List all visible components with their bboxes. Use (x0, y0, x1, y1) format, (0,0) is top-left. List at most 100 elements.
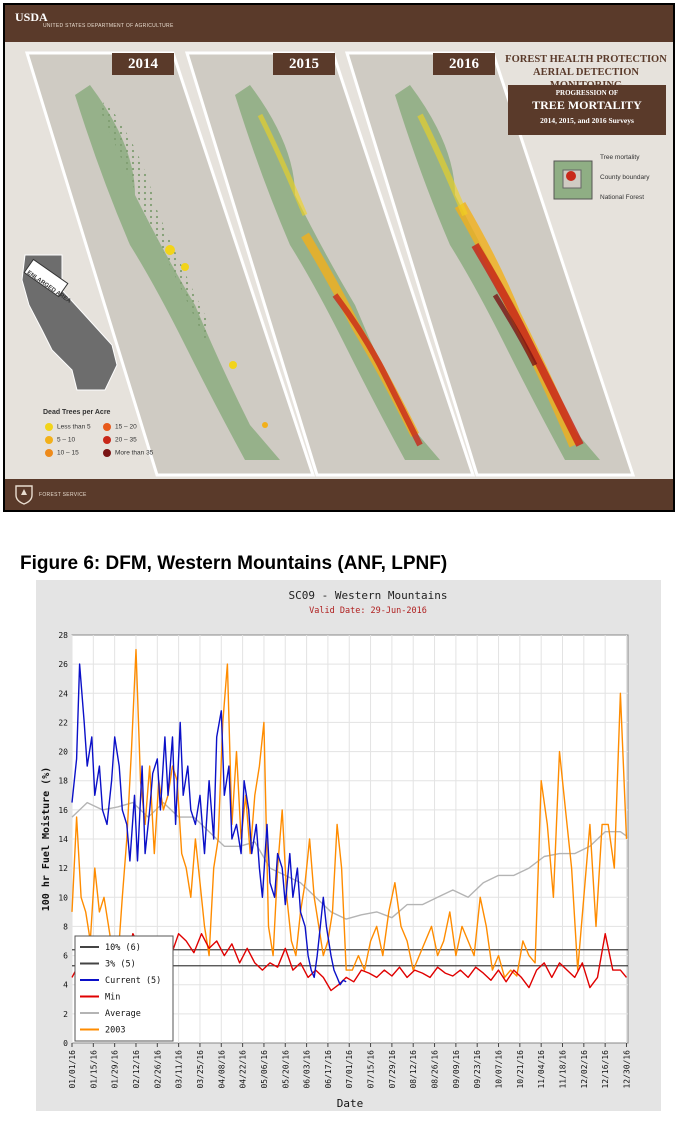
dead-trees-class-label: More than 35 (115, 449, 154, 457)
legend-tree-mortality: Tree mortality (600, 154, 640, 161)
y-tick-label: 18 (58, 777, 68, 786)
x-tick-label: 02/12/16 (132, 1050, 141, 1089)
series-line (71, 663, 347, 986)
surveys-label: 2014, 2015, and 2016 Surveys (540, 116, 634, 125)
dead-trees-swatch (103, 449, 111, 457)
x-tick-label: 06/03/16 (303, 1050, 312, 1089)
year-label-2016: 2016 (433, 53, 495, 75)
x-tick-label: 07/15/16 (367, 1050, 376, 1089)
legend-national-forest: National Forest (600, 194, 645, 201)
poster-header-band: USDA UNITED STATES DEPARTMENT OF AGRICUL… (5, 5, 673, 42)
y-tick-label: 26 (58, 660, 68, 669)
year-label-2014: 2014 (112, 53, 174, 75)
tree-mortality-poster: USDA UNITED STATES DEPARTMENT OF AGRICUL… (3, 3, 675, 512)
dead-trees-class-label: 15 – 20 (115, 423, 137, 431)
x-axis: 01/01/16 01/15/16 01/29/16 02/12/16 02/26/16… (68, 1043, 631, 1089)
legend-label: 3% (5) (105, 960, 136, 970)
progression-label: PROGRESSION OF (555, 89, 619, 97)
series-line (71, 801, 627, 920)
x-tick-label: 01/29/16 (111, 1050, 120, 1089)
legend-box (74, 935, 174, 1042)
x-tick-label: 04/08/16 (217, 1050, 226, 1089)
x-tick-label: 05/20/16 (281, 1050, 290, 1089)
dead-trees-swatch (45, 449, 53, 457)
dead-trees-legend-title: Dead Trees per Acre (43, 409, 111, 416)
dead-trees-class-3: 20 – 35 (103, 436, 137, 444)
x-tick-label: 09/23/16 (473, 1050, 482, 1089)
x-tick-label: 11/04/16 (537, 1050, 546, 1089)
x-tick-label: 01/15/16 (89, 1050, 98, 1089)
x-tick-label: 07/29/16 (388, 1050, 397, 1089)
x-tick-label: 12/02/16 (580, 1050, 589, 1089)
x-tick-label: 12/30/16 (622, 1050, 631, 1089)
map-strip-2014 (24, 51, 636, 477)
chart-title: SC09 - Western Mountains (289, 589, 448, 602)
dead-trees-class-label: 10 – 15 (57, 449, 79, 457)
x-tick-label: 05/06/16 (260, 1050, 269, 1089)
y-tick-label: 0 (63, 1039, 68, 1048)
legend-label: Current (5) (105, 976, 161, 986)
dead-trees-swatch (45, 436, 53, 444)
chart-subtitle: Valid Date: 29-Jun-2016 (309, 606, 427, 616)
y-tick-label: 4 (63, 981, 68, 990)
x-tick-label: 12/16/16 (601, 1050, 610, 1089)
legend-county-boundary: County boundary (600, 174, 650, 181)
y-tick-label: 6 (63, 952, 68, 961)
legend-symbol-icon (553, 160, 593, 200)
x-tick-label: 09/09/16 (452, 1050, 461, 1089)
usda-logo: USDA (15, 10, 48, 24)
y-tick-label: 16 (58, 806, 68, 815)
fuel-moisture-chart: SC09 - Western Mountains Valid Date: 29-… (36, 580, 661, 1111)
x-axis-label: Date (337, 1097, 364, 1110)
series-line (71, 648, 628, 979)
poster-title-line1: FOREST HEALTH PROTECTION (505, 54, 667, 65)
y-tick-label: 10 (58, 893, 68, 902)
legend-label: Min (105, 993, 120, 1003)
legend-label: 10% (6) (105, 943, 141, 953)
dead-trees-class-1: 15 – 20 (103, 423, 137, 431)
dead-trees-class-5: More than 35 (103, 449, 153, 457)
legend-label: 2003 (105, 1026, 125, 1036)
x-tick-label: 04/22/16 (239, 1050, 248, 1089)
y-axis-label: 100 hr Fuel Moisture (%) (40, 767, 52, 912)
y-tick-label: 22 (58, 718, 68, 727)
x-tick-label: 08/12/16 (409, 1050, 418, 1089)
progression-title-box: PROGRESSION OF TREE MORTALITY 2014, 2015… (508, 85, 666, 135)
x-tick-label: 03/11/16 (175, 1050, 184, 1089)
dead-trees-swatch (103, 423, 111, 431)
dead-trees-class-2: 5 – 10 (45, 436, 75, 444)
y-tick-label: 2 (63, 1010, 68, 1019)
y-tick-label: 24 (58, 689, 68, 698)
usda-subtitle: UNITED STATES DEPARTMENT OF AGRICULTURE (43, 23, 174, 29)
fuel-moisture-chart-panel: SC09 - Western Mountains Valid Date: 29-… (36, 580, 661, 1111)
forest-service-label: FOREST SERVICE (39, 492, 87, 498)
dead-trees-class-4: 10 – 15 (45, 449, 79, 457)
x-tick-label: 06/17/16 (324, 1050, 333, 1089)
x-tick-label: 03/25/16 (196, 1050, 205, 1089)
dead-trees-class-label: 20 – 35 (115, 436, 137, 444)
dead-trees-class-0: Less than 5 (45, 423, 91, 431)
figure-caption: Figure 6: DFM, Western Mountains (ANF, L… (20, 553, 448, 574)
x-tick-label: 10/21/16 (516, 1050, 525, 1089)
y-tick-label: 12 (58, 864, 68, 873)
dead-trees-class-label: Less than 5 (57, 423, 91, 431)
legend-label: Average (105, 1009, 141, 1019)
x-tick-label: 08/26/16 (431, 1050, 440, 1089)
y-tick-label: 14 (58, 835, 68, 844)
x-tick-label: 07/01/16 (345, 1050, 354, 1089)
x-tick-label: 10/07/16 (495, 1050, 504, 1089)
y-tick-label: 28 (58, 631, 68, 640)
x-tick-label: 02/26/16 (153, 1050, 162, 1089)
year-label-2015: 2015 (273, 53, 335, 75)
dead-trees-swatch (45, 423, 53, 431)
california-inset-map (21, 254, 118, 391)
map-legend: Tree mortality County boundary National … (553, 152, 668, 212)
poster-footer-band: FOREST SERVICE (5, 479, 673, 510)
x-tick-label: 01/01/16 (68, 1050, 77, 1089)
dead-trees-swatch (103, 436, 111, 444)
forest-service-shield-icon (15, 485, 33, 505)
tree-mortality-label: TREE MORTALITY (532, 98, 642, 112)
chart-legend: 10% (6) 3% (5) Current (5) Min Average 2003 (74, 935, 174, 1042)
x-tick-label: 11/18/16 (558, 1050, 567, 1089)
